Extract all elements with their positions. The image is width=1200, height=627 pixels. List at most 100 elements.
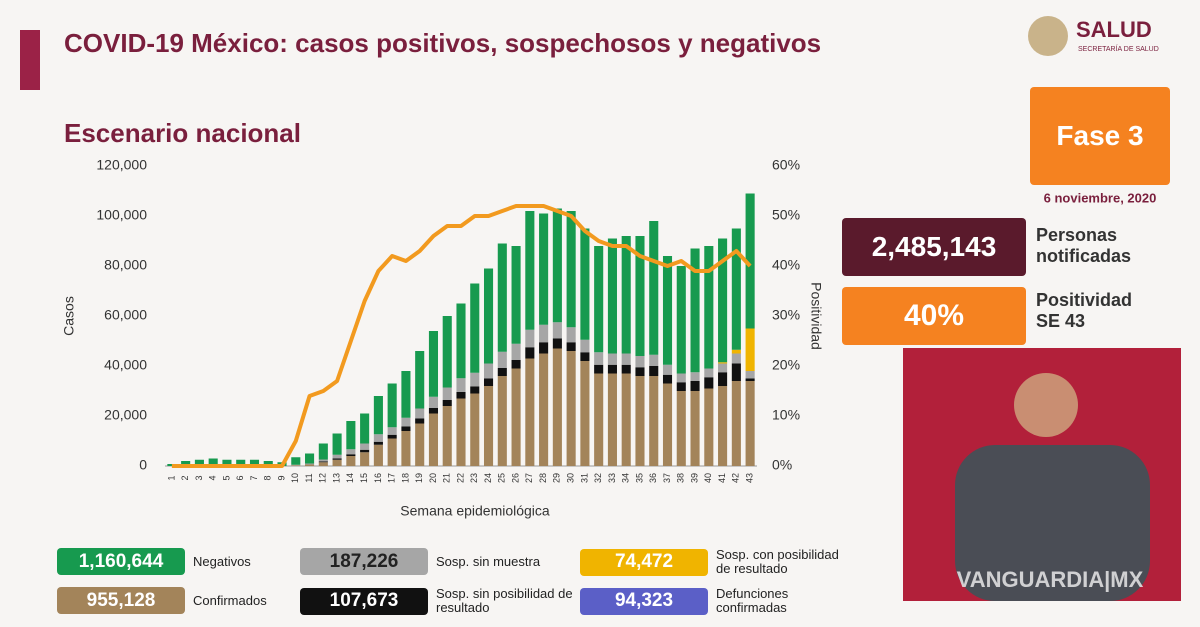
bar-segment — [731, 353, 741, 364]
bar-segment — [580, 228, 590, 340]
x-tick-label: 22 — [455, 473, 465, 483]
bar-segment — [649, 354, 659, 366]
bar-segment — [718, 362, 728, 364]
legend-item: 74,472 Sosp. con posibilidad de resultado — [580, 548, 856, 576]
bar-segment — [470, 372, 480, 387]
bar-segment — [621, 373, 631, 466]
bar-segment — [525, 347, 535, 359]
bar-segment — [621, 364, 631, 374]
bar-segment — [442, 400, 452, 406]
legend-label: Negativos — [193, 553, 251, 569]
date: 6 noviembre, 2020 — [1044, 190, 1157, 205]
bar-segment — [332, 459, 342, 466]
bar-segment — [690, 248, 700, 373]
x-tick-label: 34 — [621, 473, 631, 483]
bar-segment — [704, 388, 714, 466]
bar-segment — [635, 356, 645, 368]
bar-segment — [690, 381, 700, 391]
x-tick-label: 16 — [373, 473, 383, 483]
bar-segment — [249, 459, 260, 466]
bar-segment — [497, 351, 507, 368]
bar-segment — [745, 193, 755, 329]
bar-segment — [662, 256, 673, 365]
bar-segment — [373, 396, 383, 435]
bar-segment — [236, 459, 246, 466]
positivity-label: Positividad SE 43 — [1036, 290, 1133, 331]
bar-segment — [621, 353, 631, 365]
bar-segment — [360, 449, 370, 453]
bar-segment — [511, 246, 521, 344]
x-tick-label: 3 — [194, 475, 204, 480]
bar-segment — [318, 461, 328, 463]
x-tick-label: 9 — [276, 475, 286, 480]
x-tick-label: 11 — [304, 473, 314, 482]
y2-tick-label: 40% — [772, 257, 800, 273]
bar-segment — [731, 228, 741, 350]
bar-segment — [415, 418, 425, 424]
y-tick-label: 100,000 — [96, 207, 147, 223]
bar-segment — [222, 459, 232, 466]
bar-segment — [497, 376, 507, 466]
bar-segment — [676, 391, 686, 466]
x-tick-label: 30 — [566, 473, 576, 483]
bar-segment — [346, 456, 356, 466]
bar-segment — [456, 378, 466, 392]
bar-segment — [676, 373, 686, 383]
bar-segment — [428, 331, 439, 397]
bar-segment — [580, 352, 590, 361]
bar-segment — [428, 396, 439, 408]
legend-label: Defunciones confirmadas — [716, 586, 789, 615]
bar-segment — [662, 364, 673, 375]
bar-segment — [704, 246, 714, 369]
bar-segment — [456, 303, 466, 379]
bar-segment — [318, 462, 328, 466]
bar-segment — [483, 363, 494, 379]
bar-segment — [539, 324, 549, 343]
bar-segment — [718, 386, 728, 466]
bar-segment — [539, 353, 549, 466]
legend-item: 107,673 Sosp. sin posibilidad de resultad… — [300, 587, 576, 615]
bar-segment — [360, 413, 370, 444]
x-tick-label: 7 — [249, 475, 259, 480]
bar-segment — [607, 353, 617, 365]
bar-segment — [305, 453, 315, 464]
y2-tick-label: 0% — [772, 457, 792, 473]
x-tick-label: 4 — [208, 475, 218, 480]
legend-total: 1,160,644 — [57, 548, 185, 575]
x-tick-label: 40 — [703, 473, 713, 483]
bar-segment — [194, 459, 204, 466]
bar-segment — [594, 352, 604, 365]
x-tick-label: 18 — [400, 473, 410, 483]
bar-segment — [566, 327, 576, 343]
bar-segment — [718, 363, 728, 373]
bar-segment — [442, 387, 452, 400]
legend-item: 1,160,644 Negativos — [57, 548, 333, 575]
bar-segment — [456, 392, 466, 399]
bar-segment — [731, 349, 741, 354]
x-tick-label: 17 — [387, 473, 397, 483]
x-tick-label: 41 — [717, 473, 727, 483]
bar-segment — [580, 339, 590, 353]
bar-segment — [291, 457, 301, 465]
bar-segment — [387, 383, 397, 428]
x-tick-label: 33 — [607, 473, 617, 483]
x-tick-label: 35 — [634, 473, 644, 483]
y-tick-label: 120,000 — [96, 157, 147, 173]
bar-segment — [718, 238, 728, 363]
bar-segment — [718, 372, 728, 386]
y-tick-label: 0 — [139, 457, 147, 473]
bar-segment — [580, 361, 590, 466]
bar-segment — [662, 374, 673, 384]
bar-segment — [373, 434, 383, 442]
x-tick-label: 10 — [290, 473, 300, 483]
bar-segment — [305, 464, 315, 466]
bar-segment — [428, 408, 439, 414]
legend-total: 74,472 — [580, 548, 708, 576]
subtitle: Escenario nacional — [64, 118, 301, 148]
bar-segment — [635, 367, 645, 376]
bar-segment — [442, 406, 452, 466]
bar-segment — [690, 391, 700, 466]
bar-segment — [607, 373, 617, 466]
